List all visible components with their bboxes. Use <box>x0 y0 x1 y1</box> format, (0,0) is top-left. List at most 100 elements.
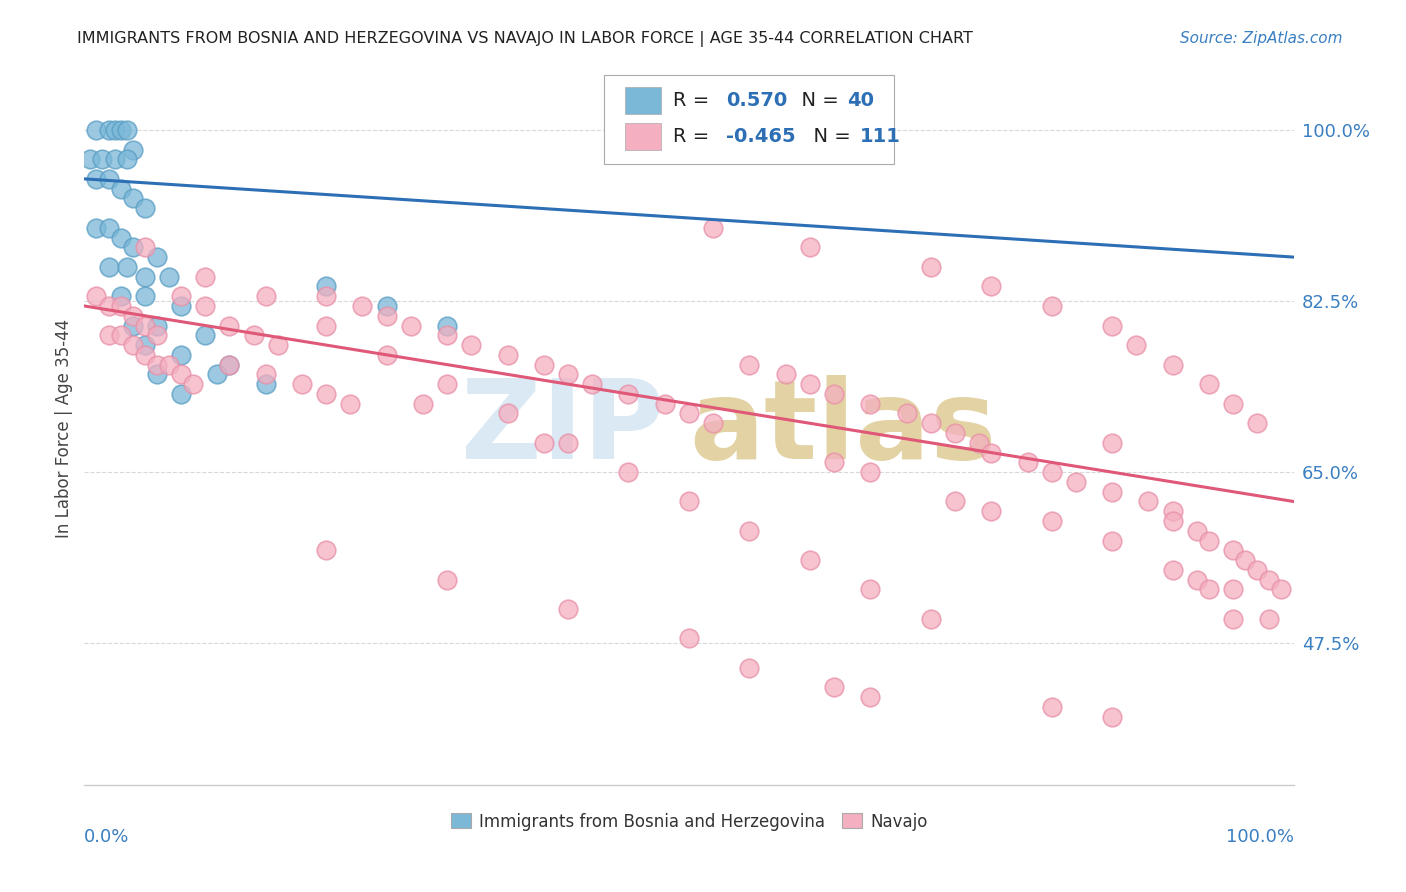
Point <box>97 328 120 343</box>
Point <box>86 289 108 303</box>
Point <box>207 368 229 382</box>
Point <box>110 123 132 137</box>
Point <box>315 318 337 333</box>
Text: -0.465: -0.465 <box>727 127 796 145</box>
Point <box>157 358 180 372</box>
Point <box>170 387 193 401</box>
Point <box>97 172 120 186</box>
Point <box>775 368 797 382</box>
Point <box>436 318 458 333</box>
Point <box>267 338 290 352</box>
Text: ZIP: ZIP <box>461 375 665 482</box>
Point <box>799 553 821 567</box>
Point <box>1222 543 1244 558</box>
Point <box>738 660 761 674</box>
Point <box>146 250 169 264</box>
Point <box>1017 455 1039 469</box>
Point <box>920 612 942 626</box>
Point <box>702 220 724 235</box>
Point <box>104 123 127 137</box>
Point <box>218 358 240 372</box>
Point <box>678 494 700 508</box>
Point <box>1161 358 1184 372</box>
Point <box>859 582 882 597</box>
Point <box>1161 563 1184 577</box>
Point <box>1040 699 1063 714</box>
Point <box>110 289 132 303</box>
Point <box>170 348 193 362</box>
Point <box>315 289 337 303</box>
Point <box>97 299 120 313</box>
Point <box>79 153 101 167</box>
Point <box>557 435 579 450</box>
Point <box>104 153 127 167</box>
Point <box>339 397 361 411</box>
Text: 0.570: 0.570 <box>727 91 787 110</box>
Point <box>134 338 156 352</box>
Y-axis label: In Labor Force | Age 35-44: In Labor Force | Age 35-44 <box>55 318 73 538</box>
Point <box>194 299 217 313</box>
Point <box>97 123 120 137</box>
Point <box>1101 709 1123 723</box>
Point <box>110 328 132 343</box>
Point <box>146 368 169 382</box>
Point <box>134 318 156 333</box>
Point <box>967 435 990 450</box>
Point <box>134 289 156 303</box>
Point <box>291 377 314 392</box>
Point <box>254 377 277 392</box>
Point <box>859 397 882 411</box>
Point <box>533 358 555 372</box>
Point <box>436 573 458 587</box>
Point <box>738 524 761 538</box>
FancyBboxPatch shape <box>624 123 661 150</box>
Point <box>254 289 277 303</box>
Point <box>1161 504 1184 518</box>
Text: 0.0%: 0.0% <box>84 828 129 846</box>
Point <box>121 143 143 157</box>
Point <box>254 368 277 382</box>
Point <box>678 407 700 421</box>
Point <box>617 387 640 401</box>
Point <box>315 279 337 293</box>
Point <box>194 269 217 284</box>
Point <box>1246 563 1268 577</box>
Point <box>1258 573 1281 587</box>
Point <box>170 299 193 313</box>
Point <box>375 348 398 362</box>
Point <box>823 680 845 694</box>
Point <box>110 230 132 244</box>
Point <box>218 318 240 333</box>
Point <box>315 543 337 558</box>
Point <box>557 602 579 616</box>
Point <box>1161 514 1184 528</box>
Point <box>1198 533 1220 548</box>
Point <box>1270 582 1292 597</box>
Point <box>581 377 603 392</box>
Point <box>1101 318 1123 333</box>
Text: N =: N = <box>789 91 845 110</box>
Point <box>115 260 138 274</box>
Point <box>496 407 519 421</box>
Point <box>194 328 217 343</box>
Legend: Immigrants from Bosnia and Herzegovina, Navajo: Immigrants from Bosnia and Herzegovina, … <box>444 806 934 838</box>
Point <box>86 123 108 137</box>
Point <box>896 407 918 421</box>
Point <box>702 417 724 431</box>
Point <box>1101 484 1123 499</box>
Point <box>943 425 966 440</box>
Text: 40: 40 <box>848 91 875 110</box>
Point <box>1185 524 1208 538</box>
Point <box>121 309 143 323</box>
Point <box>980 445 1002 459</box>
Point <box>920 417 942 431</box>
Point <box>352 299 374 313</box>
Point <box>146 358 169 372</box>
Point <box>134 348 156 362</box>
Point <box>97 260 120 274</box>
Point <box>980 504 1002 518</box>
Point <box>460 338 482 352</box>
Text: 111: 111 <box>859 127 900 145</box>
Point <box>218 358 240 372</box>
Text: Source: ZipAtlas.com: Source: ZipAtlas.com <box>1180 31 1343 46</box>
